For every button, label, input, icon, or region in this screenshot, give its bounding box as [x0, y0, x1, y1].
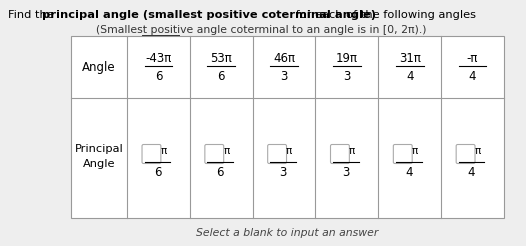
Text: 31π: 31π: [399, 51, 421, 64]
FancyBboxPatch shape: [205, 144, 224, 164]
Text: 53π: 53π: [210, 51, 232, 64]
Text: 6: 6: [217, 166, 224, 179]
Text: π: π: [160, 146, 167, 156]
FancyBboxPatch shape: [330, 144, 349, 164]
Text: -π: -π: [467, 51, 478, 64]
Text: π: π: [349, 146, 355, 156]
Text: π: π: [223, 146, 229, 156]
Text: 4: 4: [405, 166, 412, 179]
FancyBboxPatch shape: [393, 144, 412, 164]
Text: Select a blank to input an answer: Select a blank to input an answer: [197, 228, 379, 238]
Text: Angle: Angle: [83, 159, 115, 169]
Text: 3: 3: [343, 70, 350, 82]
FancyBboxPatch shape: [142, 144, 161, 164]
Text: π: π: [412, 146, 418, 156]
Text: π: π: [286, 146, 292, 156]
FancyBboxPatch shape: [456, 144, 475, 164]
Text: (Smallest positive angle coterminal to an angle is in [0, 2π).): (Smallest positive angle coterminal to a…: [96, 25, 426, 35]
FancyBboxPatch shape: [268, 144, 287, 164]
Text: for each of the following angles: for each of the following angles: [291, 10, 476, 20]
Text: principal angle (smallest positive coterminal angle): principal angle (smallest positive coter…: [42, 10, 376, 20]
Text: Principal: Principal: [75, 144, 124, 154]
Text: 3: 3: [280, 70, 288, 82]
Text: Find the: Find the: [8, 10, 57, 20]
Text: Angle: Angle: [83, 61, 116, 74]
Bar: [72, 36, 504, 218]
Text: 6: 6: [154, 166, 161, 179]
Text: 19π: 19π: [336, 51, 358, 64]
Text: 4: 4: [469, 70, 476, 82]
Text: 4: 4: [468, 166, 476, 179]
Text: 46π: 46π: [273, 51, 295, 64]
Text: 4: 4: [406, 70, 413, 82]
Text: -43π: -43π: [145, 51, 171, 64]
Text: 6: 6: [217, 70, 225, 82]
Text: 6: 6: [155, 70, 162, 82]
Text: 3: 3: [279, 166, 287, 179]
Text: π: π: [474, 146, 481, 156]
Text: 3: 3: [342, 166, 350, 179]
